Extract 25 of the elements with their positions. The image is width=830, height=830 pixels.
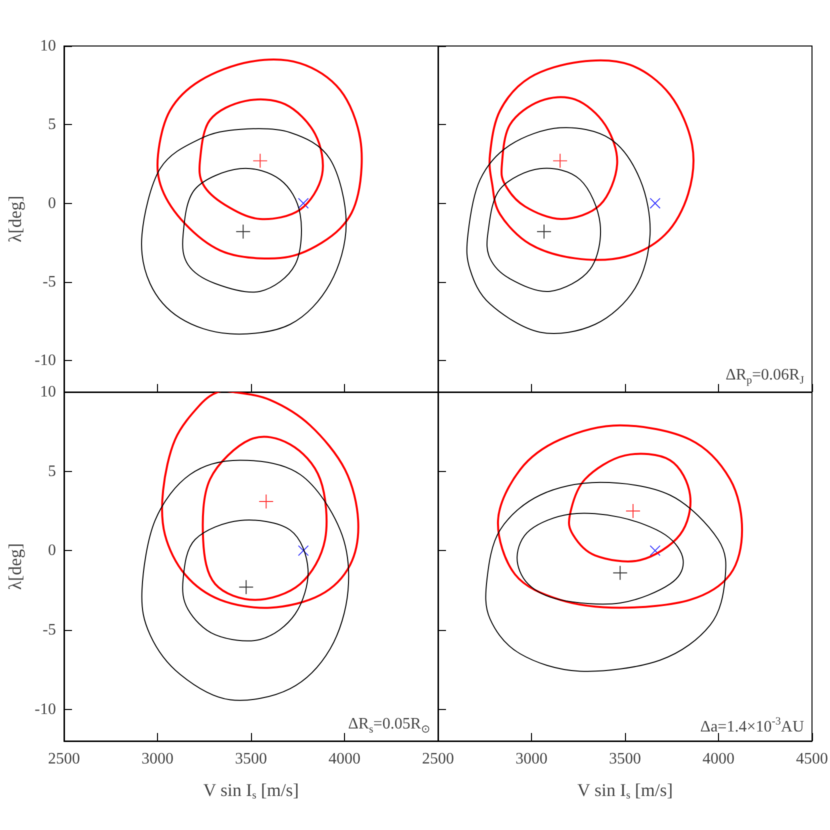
x-tick-label: 2500 (422, 750, 454, 768)
point (253, 154, 268, 168)
point (239, 580, 254, 594)
x-tick-label: 3000 (516, 750, 548, 768)
y-tick-label: -10 (34, 700, 56, 718)
y-tick-label: 10 (40, 384, 56, 400)
point (259, 494, 274, 508)
y-tick-label: -5 (42, 621, 56, 638)
y-tick-label: -5 (42, 273, 56, 290)
x-tick-label: 3500 (235, 750, 267, 768)
x-tick-label: 4000 (702, 750, 734, 768)
x-tick-label: 4000 (328, 750, 360, 768)
y-tick-label: 0 (48, 194, 56, 212)
y-tick-label: 0 (48, 542, 56, 560)
y-tick-label: -10 (34, 352, 56, 370)
point (236, 224, 250, 239)
y-axis-title: λ[deg] (4, 543, 25, 590)
y-tick-label: 5 (48, 462, 56, 480)
x-tick-label: 3500 (609, 750, 641, 768)
y-tick-label: 10 (40, 38, 56, 54)
x-tick-label: 2500 (48, 750, 80, 768)
y-axis-title: λ[deg] (4, 196, 25, 242)
x-tick-label: 3000 (142, 750, 174, 768)
y-tick-label: 5 (48, 116, 56, 134)
x-tick-label: 4500 (796, 750, 828, 768)
